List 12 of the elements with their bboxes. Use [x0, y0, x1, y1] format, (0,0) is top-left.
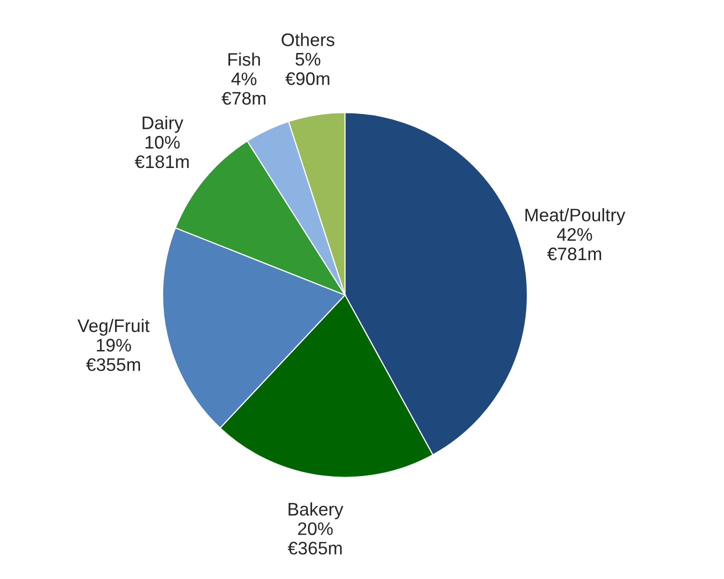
data-label: 20% €365m — [288, 522, 342, 555]
slice-label: Bakery — [288, 502, 344, 520]
slice-label: Dairy — [142, 116, 184, 133]
data-label: 5% €90m — [285, 52, 330, 86]
data-label: 10% €181m — [134, 136, 189, 168]
data-label: 4% €78m — [222, 72, 266, 105]
data-label: 42% €781m — [547, 228, 602, 260]
slice-label: Fish — [228, 52, 260, 66]
slice-label: Others — [282, 32, 334, 46]
data-label: 19% €355m — [86, 338, 140, 372]
slice-label: Veg/Fruit — [78, 318, 150, 336]
slice-label: Meat/Poultry — [525, 208, 626, 225]
